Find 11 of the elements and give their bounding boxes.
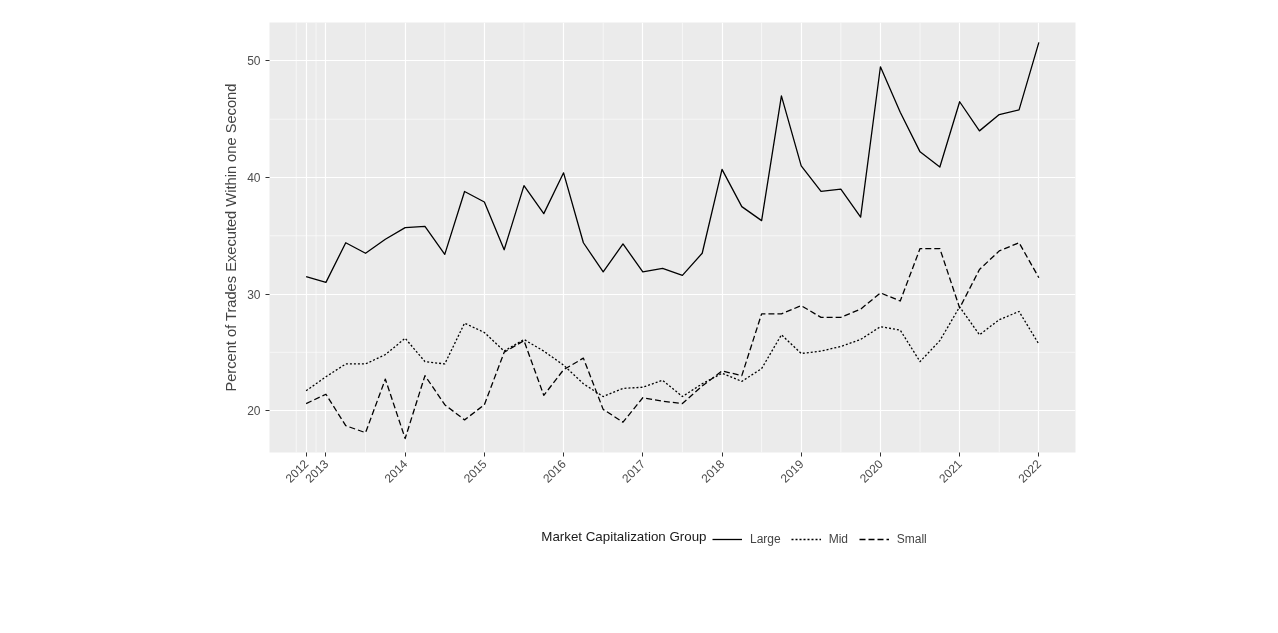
y-tick-label: 40: [247, 170, 261, 185]
line-series: [305, 41, 1040, 284]
y-tick-label: 50: [247, 54, 261, 69]
y-tick-label: 20: [247, 404, 261, 419]
line-series: [305, 242, 1040, 440]
legend-title: Market Capitalization Group: [541, 529, 707, 544]
y-axis-title: Percent of Trades Executed Within one Second: [223, 83, 240, 392]
legend-label: Mid: [828, 532, 849, 546]
legend-label: Large: [750, 532, 781, 546]
legend-label: Small: [896, 532, 927, 546]
y-tick-label: 30: [247, 287, 261, 302]
